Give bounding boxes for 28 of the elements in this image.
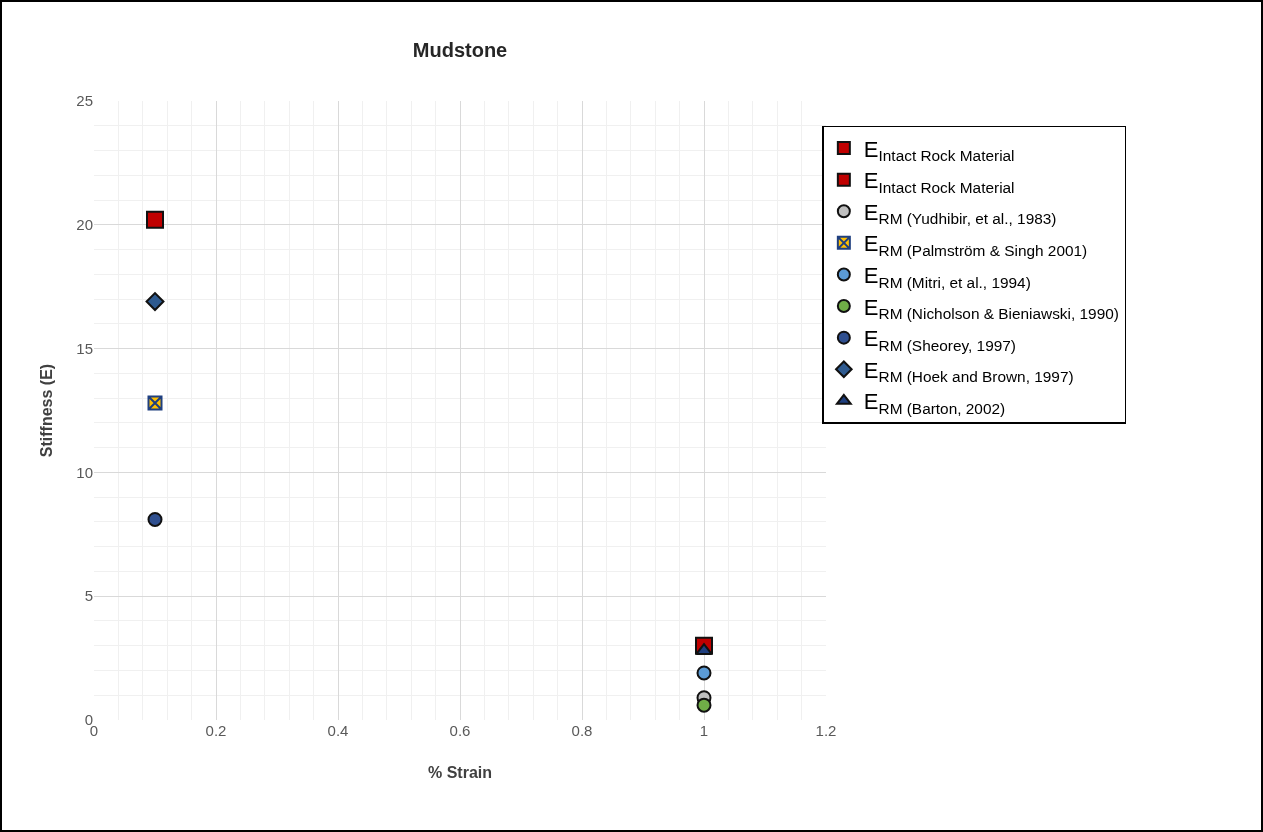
x-tick-label: 0.2 (205, 722, 227, 739)
y-tick-label: 15 (76, 339, 93, 357)
y-tick-label: 5 (84, 587, 93, 605)
x-tick-label: 1.2 (815, 722, 837, 739)
point (147, 511, 163, 527)
legend-label: E$_{Intact Rock Material}$ (863, 136, 1015, 165)
x-tick-label: 0.6 (449, 722, 471, 739)
legend-label: E$_{RM (Mitri, et al., 1994)}$ (863, 263, 1031, 291)
point (146, 210, 164, 229)
legend-label: E$_{RM (Nicholson & Bieniawski, 1990)}$ (863, 294, 1119, 323)
legend-label: E$_{RM (Sheorey, 1997)}$ (863, 326, 1016, 354)
legend-label: E$_{RM (Palmström & Singh 2001)}$ (863, 231, 1088, 260)
point (696, 665, 712, 681)
y-tick-label: 10 (76, 463, 93, 481)
x-tick-label: 0.4 (327, 722, 349, 739)
y-tick-label: 20 (76, 216, 93, 234)
x-tick-label: 1 (699, 722, 709, 739)
legend-label: E$_{RM (Hoek and Brown, 1997)}$ (863, 357, 1074, 386)
chart-title: Mudstone (412, 39, 508, 62)
legend-label: E$_{RM (Barton, 2002)}$ (863, 389, 1006, 418)
x-axis-title: % Strain (427, 764, 493, 781)
y-axis-title: Stiffness (E) (38, 363, 55, 458)
point (145, 292, 165, 312)
legend-label: E$_{Intact Rock Material}$ (863, 168, 1015, 196)
legend-label: E$_{RM (Yudhibir, et al., 1983)}$ (863, 199, 1057, 228)
y-tick-label: 25 (76, 92, 93, 110)
x-tick-label: 0.8 (571, 722, 593, 739)
point (696, 697, 712, 713)
